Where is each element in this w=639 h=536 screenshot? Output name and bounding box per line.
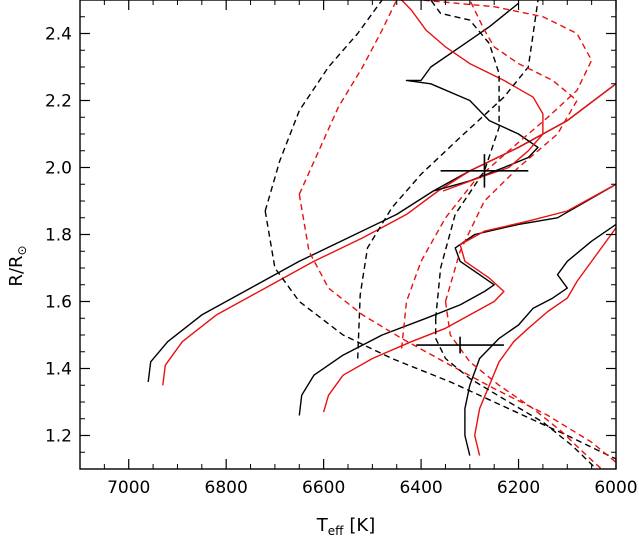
series-line-red-solid-3 — [401, 0, 544, 192]
series-line-black-dashed-8 — [264, 210, 616, 460]
tick-layer: 7000 6800 6600 6400 6200 6000 1.2 1.4 1.6 1.8 2.0 2… — [45, 0, 638, 498]
x-tick-label: 6600 — [302, 478, 345, 498]
y-tick-label: 1.2 — [45, 427, 72, 447]
series-line-black-dashed-10 — [264, 0, 383, 212]
y-tick-label: 2.4 — [45, 25, 72, 45]
series-line-red-dashed-15 — [444, 301, 602, 469]
x-axis-label-unit: [K] — [349, 515, 375, 536]
series-line-black-dashed-12 — [357, 0, 539, 359]
x-axis-label: Teff [K] — [316, 515, 376, 536]
series-line-black-solid-6 — [464, 223, 616, 456]
series-line-red-solid-1 — [162, 83, 616, 386]
y-tick-label: 2.2 — [45, 92, 72, 112]
y-axis-label-main: R/R — [6, 255, 27, 286]
series-line-red-solid-7 — [474, 227, 616, 456]
x-tick-label: 6000 — [594, 478, 637, 498]
y-tick-label: 1.4 — [45, 360, 72, 380]
x-tick-label: 6200 — [497, 478, 540, 498]
series-line-black-dashed-16 — [430, 0, 500, 319]
error-bar-1 — [416, 336, 504, 354]
series-line-black-dashed-14 — [435, 318, 597, 469]
x-tick-label: 6800 — [205, 478, 248, 498]
series-line-black-solid-4 — [298, 183, 616, 416]
y-tick-label: 2.0 — [45, 159, 72, 179]
y-axis-label: R/R⊙ — [6, 245, 29, 286]
y-axis-label-subscript: ⊙ — [15, 245, 29, 255]
plot-frame — [79, 0, 617, 470]
error-bar-layer — [416, 154, 529, 354]
series-line-red-dashed-9 — [298, 194, 616, 463]
x-axis-label-subscript: eff — [328, 524, 344, 536]
error-bar-0 — [440, 154, 529, 188]
series-line-red-dashed-11 — [298, 0, 398, 195]
series-line-black-solid-0 — [147, 83, 616, 382]
x-axis-label-main: T — [316, 515, 329, 536]
series-line-red-dashed-17 — [444, 0, 578, 302]
y-tick-label: 1.8 — [45, 226, 72, 246]
x-tick-label: 6400 — [399, 478, 442, 498]
x-tick-label: 7000 — [107, 478, 150, 498]
series-line-black-solid-2 — [405, 2, 539, 192]
y-tick-label: 1.6 — [45, 293, 72, 313]
series-line-red-solid-5 — [322, 183, 616, 413]
series-line-red-dashed-13 — [400, 0, 593, 349]
series-layer — [147, 0, 616, 469]
